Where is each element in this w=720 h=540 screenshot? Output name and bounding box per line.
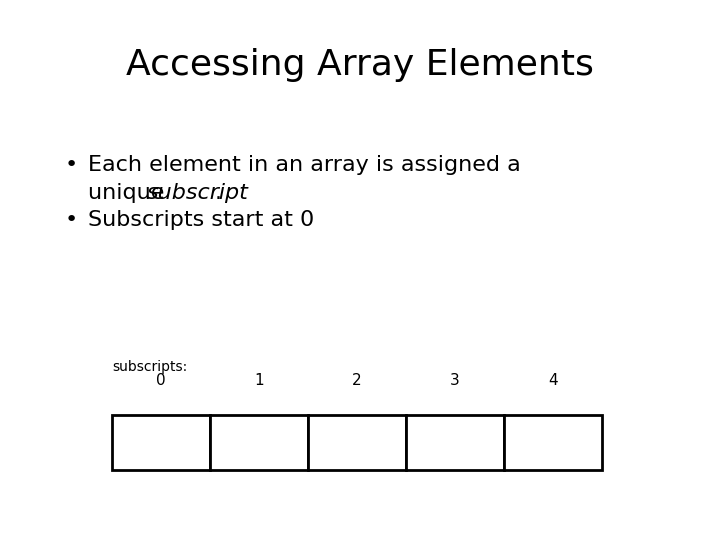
Text: subscripts:: subscripts:	[112, 360, 187, 374]
Bar	[406, 415, 504, 470]
Text: •: •	[65, 155, 78, 175]
Text: 4: 4	[548, 373, 558, 388]
Text: unique: unique	[88, 183, 171, 203]
Text: Each element in an array is assigned a: Each element in an array is assigned a	[88, 155, 521, 175]
Text: .: .	[215, 183, 222, 203]
Bar	[504, 415, 602, 470]
Text: 1: 1	[254, 373, 264, 388]
Bar	[210, 415, 308, 470]
Text: subscript: subscript	[147, 183, 249, 203]
Text: 0: 0	[156, 373, 166, 388]
Bar	[112, 415, 210, 470]
Text: 2: 2	[352, 373, 362, 388]
Text: 3: 3	[450, 373, 460, 388]
Text: •: •	[65, 210, 78, 230]
Bar	[308, 415, 406, 470]
Text: Accessing Array Elements: Accessing Array Elements	[126, 48, 594, 82]
Text: Subscripts start at 0: Subscripts start at 0	[88, 210, 314, 230]
